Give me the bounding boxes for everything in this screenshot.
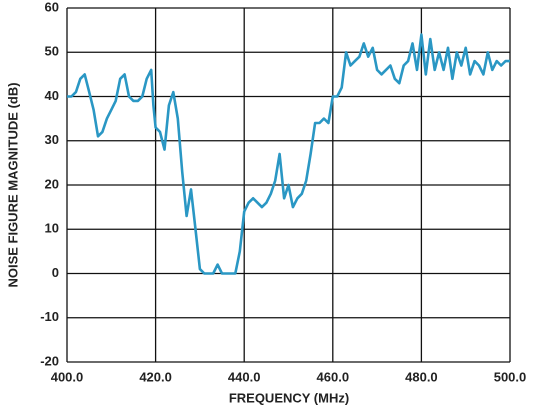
y-axis-title: NOISE FIGURE MAGNITUDE (dB) [5,82,20,287]
x-tick-label: 440.0 [228,369,261,384]
x-tick-label: 480.0 [405,369,438,384]
x-axis-title: FREQUENCY (MHz) [229,390,349,405]
y-tick-label: 60 [45,0,59,14]
data-line [67,33,510,275]
x-tick-label: 420.0 [139,369,172,384]
y-tick-label: 20 [45,176,59,191]
y-tick-label: 40 [45,88,59,103]
y-tick-label: 0 [52,265,59,280]
x-tick-label: 400.0 [51,369,84,384]
x-tick-label: 460.0 [317,369,350,384]
y-tick-label: 10 [45,221,59,236]
y-tick-label: 30 [45,132,59,147]
y-tick-label: -20 [40,353,59,368]
y-tick-label: 50 [45,44,59,59]
y-tick-label: -10 [40,309,59,324]
x-tick-label: 500.0 [494,369,527,384]
